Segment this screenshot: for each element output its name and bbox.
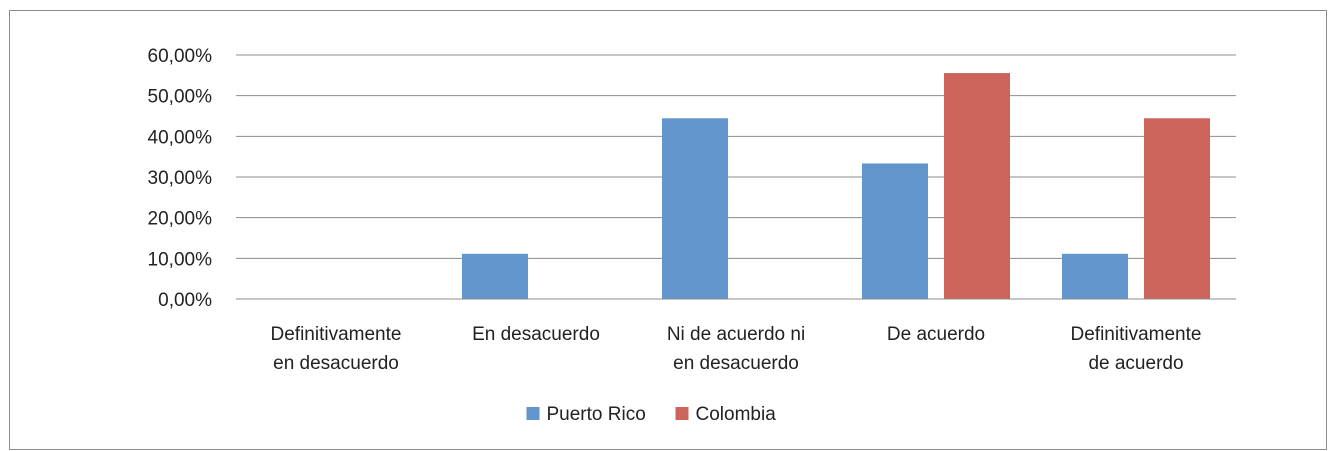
y-tick-label: 50,00% <box>148 87 213 108</box>
y-tick-label: 20,00% <box>148 209 213 230</box>
y-tick-label: 40,00% <box>148 127 213 148</box>
x-category-label: Ni de acuerdo ni en desacuerdo <box>667 324 805 374</box>
legend-swatch <box>675 407 689 420</box>
bar-puerto-rico <box>862 163 928 299</box>
x-category-label: De acuerdo <box>887 324 985 345</box>
y-tick-label: 30,00% <box>148 168 213 189</box>
x-category-label: Definitivamente en desacuerdo <box>271 324 402 374</box>
legend-label: Puerto Rico <box>547 404 646 425</box>
bars <box>462 73 1210 299</box>
x-category-label: Definitivamente de acuerdo <box>1071 324 1202 374</box>
bar-puerto-rico <box>1062 253 1128 299</box>
legend: Puerto Rico Colombia <box>526 404 777 425</box>
x-category-label: En desacuerdo <box>472 324 600 345</box>
x-axis-category-labels: Definitivamente en desacuerdo En desacuerd… <box>271 324 1202 374</box>
bar-puerto-rico <box>462 253 528 299</box>
y-tick-label: 10,00% <box>148 249 213 270</box>
y-tick-label: 60,00% <box>148 46 213 67</box>
y-tick-label: 0,00% <box>158 290 212 311</box>
bar-puerto-rico <box>662 118 728 299</box>
bar-colombia <box>1144 118 1210 299</box>
bar-colombia <box>944 73 1010 299</box>
gridlines <box>236 54 1236 259</box>
y-axis-tick-labels: 0,00% 10,00% 20,00% 30,00% 40,00% 50,00% 60,00… <box>148 46 213 311</box>
legend-label: Colombia <box>696 404 777 425</box>
legend-swatch <box>526 407 540 420</box>
